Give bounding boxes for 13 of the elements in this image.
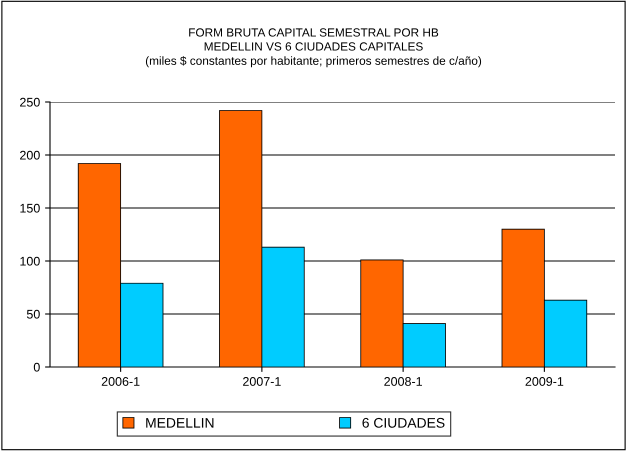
chart-title: FORM BRUTA CAPITAL SEMESTRAL POR HB MEDELLIN VS 6 CIUDADES CAPITALES (miles $ constantes por habitante; primeros semestres de c/año) bbox=[146, 28, 482, 68]
y-tick-label: 250 bbox=[20, 98, 40, 107]
y-tick-label: 200 bbox=[20, 150, 40, 160]
x-tick-label: 2007-1 bbox=[243, 377, 281, 386]
x-tick-label: 2009-1 bbox=[526, 377, 564, 386]
x-tick-label: 2008-1 bbox=[384, 377, 422, 386]
y-tick-label: 100 bbox=[20, 256, 40, 266]
y-tick-label: 50 bbox=[26, 310, 40, 319]
legend-label: MEDELLIN bbox=[146, 418, 214, 428]
y-tick-label: 0 bbox=[34, 362, 40, 372]
legend-label: 6 CIUDADES bbox=[362, 418, 444, 428]
y-tick-label: 150 bbox=[20, 204, 40, 213]
x-tick-label: 2006-1 bbox=[102, 377, 140, 386]
